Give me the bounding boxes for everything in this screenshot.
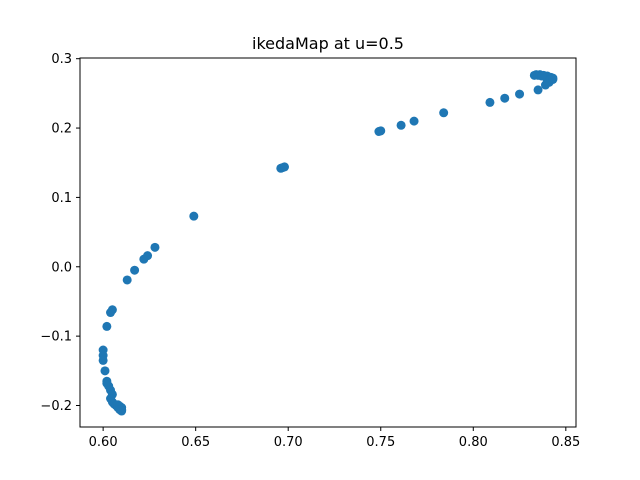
- data-point: [106, 308, 116, 318]
- data-point: [396, 120, 406, 130]
- y-tick-label: 0.3: [51, 52, 72, 67]
- data-point: [500, 93, 510, 103]
- data-point: [117, 406, 127, 416]
- x-tick-label: 0.65: [181, 435, 210, 450]
- y-tick-label: −0.2: [40, 399, 72, 414]
- x-tick-label: 0.80: [459, 435, 488, 450]
- data-point: [98, 355, 108, 365]
- x-tick-label: 0.85: [551, 435, 580, 450]
- data-point: [102, 321, 112, 331]
- y-tick-label: 0.2: [51, 122, 72, 137]
- x-tick-label: 0.75: [366, 435, 395, 450]
- data-point: [150, 242, 160, 252]
- data-point: [409, 116, 419, 126]
- chart-title: ikedaMap at u=0.5: [252, 34, 404, 53]
- data-point: [100, 366, 110, 376]
- x-tick-label: 0.70: [274, 435, 303, 450]
- data-point: [537, 71, 547, 81]
- plot-frame: [79, 57, 577, 428]
- data-point: [376, 126, 386, 136]
- y-tick-label: 0.1: [51, 191, 72, 206]
- data-point: [439, 108, 449, 118]
- data-point: [122, 275, 132, 285]
- data-points: [98, 70, 558, 416]
- y-tick-label: 0.0: [51, 260, 72, 275]
- y-tick-label: −0.1: [40, 330, 72, 345]
- data-point: [548, 73, 558, 83]
- data-point: [533, 85, 543, 95]
- x-tick-label: 0.60: [89, 435, 118, 450]
- data-point: [189, 211, 199, 221]
- y-axis: −0.2 −0.1 0.0 0.1 0.2 0.3: [40, 52, 80, 414]
- data-point: [130, 265, 140, 275]
- data-point: [143, 251, 153, 261]
- x-axis: 0.60 0.65 0.70 0.75 0.80 0.85: [89, 427, 580, 450]
- data-point: [280, 162, 290, 172]
- data-point: [485, 97, 495, 107]
- data-point: [515, 89, 525, 99]
